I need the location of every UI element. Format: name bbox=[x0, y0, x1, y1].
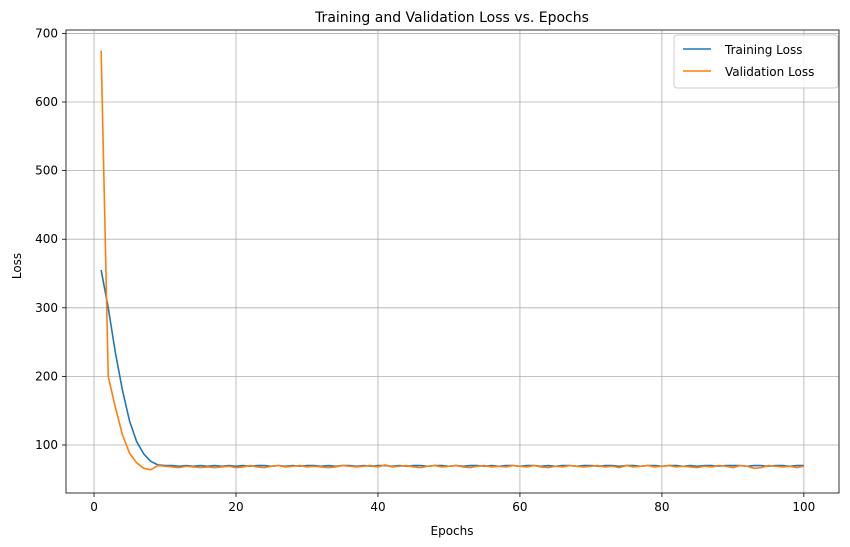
y-tick-label: 100 bbox=[35, 438, 58, 452]
x-axis-ticks: 0 20 40 60 80 100 bbox=[90, 493, 815, 514]
y-tick-label: 400 bbox=[35, 232, 58, 246]
legend-label-training-loss: Training Loss bbox=[724, 43, 802, 57]
x-axis-title: Epochs bbox=[431, 524, 474, 538]
y-tick-label: 300 bbox=[35, 301, 58, 315]
series-line-validation-loss bbox=[100, 50, 805, 471]
x-tick-label: 0 bbox=[90, 500, 98, 514]
x-tick-label: 40 bbox=[370, 500, 385, 514]
y-axis-ticks: 100 200 300 400 500 600 700 bbox=[35, 26, 66, 452]
plot-frame bbox=[65, 29, 840, 494]
y-tick-label: 600 bbox=[35, 95, 58, 109]
x-tick-label: 20 bbox=[228, 500, 243, 514]
legend-box bbox=[673, 34, 839, 89]
x-tick-label: 100 bbox=[792, 500, 815, 514]
x-tick-label: 60 bbox=[512, 500, 527, 514]
x-tick-label: 80 bbox=[654, 500, 669, 514]
legend-label-validation-loss: Validation Loss bbox=[725, 65, 814, 79]
chart-title: Training and Validation Loss vs. Epochs bbox=[314, 10, 589, 26]
series-layer bbox=[100, 50, 805, 471]
y-tick-label: 500 bbox=[35, 164, 58, 178]
y-tick-label: 700 bbox=[35, 26, 58, 40]
y-tick-label: 200 bbox=[35, 369, 58, 383]
legend: Training Loss Validation Loss bbox=[673, 34, 839, 89]
grid-lines bbox=[66, 30, 839, 493]
y-axis-title: Loss bbox=[10, 253, 24, 279]
